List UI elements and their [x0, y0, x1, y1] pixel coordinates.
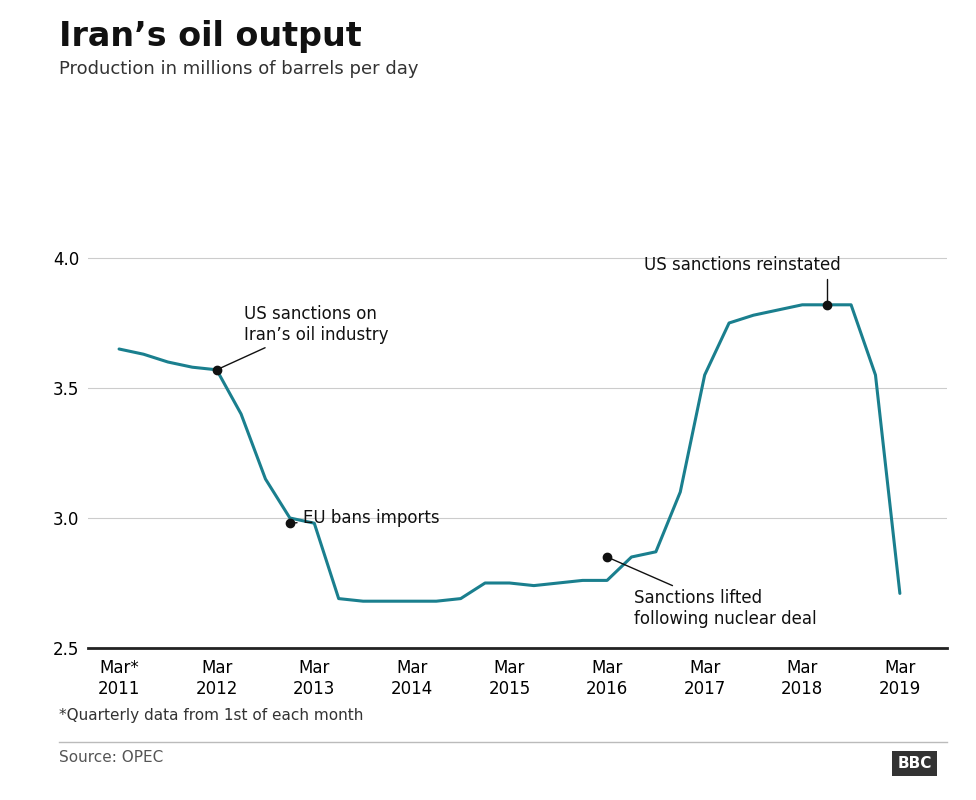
Text: Sanctions lifted
following nuclear deal: Sanctions lifted following nuclear deal	[610, 558, 817, 628]
Text: *Quarterly data from 1st of each month: *Quarterly data from 1st of each month	[59, 708, 363, 723]
Text: US sanctions on
Iran’s oil industry: US sanctions on Iran’s oil industry	[220, 305, 388, 369]
Text: EU bans imports: EU bans imports	[293, 509, 439, 527]
Text: Production in millions of barrels per day: Production in millions of barrels per da…	[59, 60, 418, 78]
Text: BBC: BBC	[898, 756, 932, 771]
Text: Iran’s oil output: Iran’s oil output	[59, 20, 361, 53]
Text: Source: OPEC: Source: OPEC	[59, 750, 163, 766]
Text: US sanctions reinstated: US sanctions reinstated	[644, 255, 841, 302]
